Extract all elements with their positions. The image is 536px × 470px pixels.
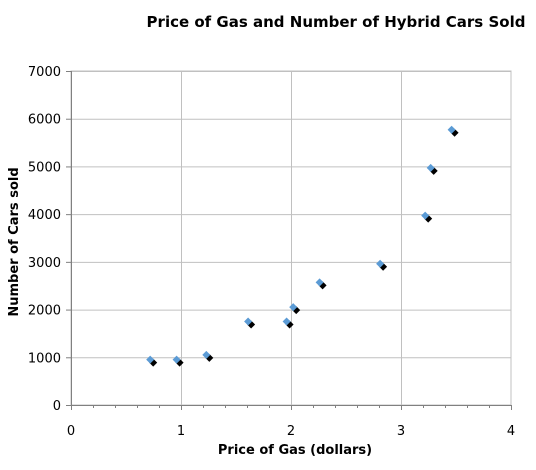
data-point-marker <box>447 125 456 134</box>
data-point <box>447 125 459 137</box>
y-tick-label: 6000 <box>28 113 61 128</box>
x-tick-label: 3 <box>397 424 405 439</box>
x-tick-label: 4 <box>507 424 515 439</box>
data-point-marker <box>426 163 435 172</box>
data-point <box>244 317 256 329</box>
data-point <box>289 303 301 315</box>
data-point-marker <box>421 211 430 220</box>
data-point-marker <box>244 317 253 326</box>
data-point <box>376 259 388 271</box>
data-point-marker <box>376 259 385 268</box>
data-points <box>146 125 459 367</box>
y-tick-label: 5000 <box>28 160 61 175</box>
y-axis-label: Number of Cars sold <box>7 167 22 316</box>
data-point <box>426 163 438 175</box>
data-point <box>202 350 214 362</box>
x-axis-label: Price of Gas (dollars) <box>218 443 372 458</box>
chart-title: Price of Gas and Number of Hybrid Cars S… <box>147 13 526 31</box>
data-point <box>146 355 158 367</box>
y-tick-label: 7000 <box>28 65 61 80</box>
axes <box>66 71 512 410</box>
data-point-marker <box>202 350 211 359</box>
data-point <box>315 278 327 290</box>
data-point <box>282 317 294 329</box>
y-tick-label: 2000 <box>28 304 61 319</box>
tick-labels: 0 1000 2000 3000 4000 5000 6000 7000 0 1 2 3 4 <box>28 65 515 439</box>
data-point <box>421 211 433 223</box>
data-point-marker <box>146 355 155 364</box>
grid-lines <box>70 70 512 406</box>
y-tick-label: 3000 <box>28 256 61 271</box>
data-point-marker <box>289 303 298 312</box>
y-tick-label: 0 <box>53 399 61 414</box>
x-tick-label: 1 <box>177 424 185 439</box>
data-point-marker <box>172 355 181 364</box>
y-tick-label: 1000 <box>28 351 61 366</box>
y-tick-label: 4000 <box>28 208 61 223</box>
data-point-marker <box>282 317 291 326</box>
data-point <box>172 355 184 367</box>
x-tick-label: 2 <box>287 424 295 439</box>
data-point-marker <box>315 278 324 287</box>
x-tick-label: 0 <box>67 424 75 439</box>
